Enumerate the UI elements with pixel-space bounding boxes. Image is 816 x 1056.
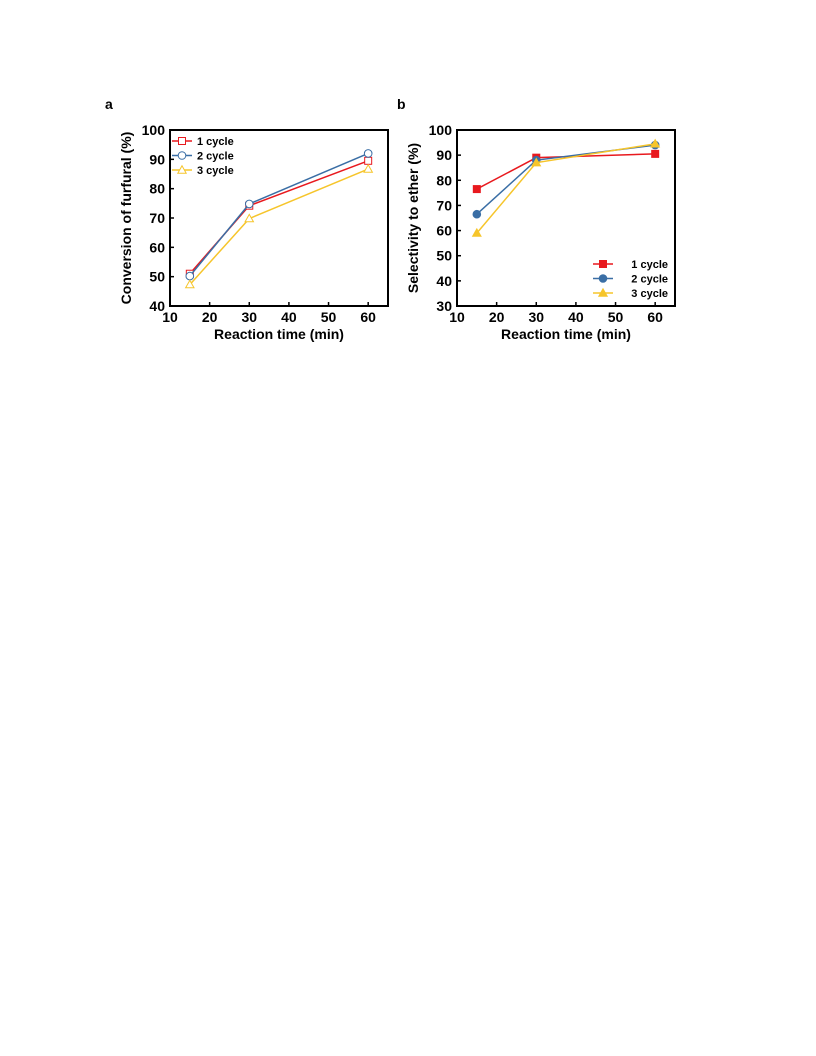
- panel-b-legend-label: 2 cycle: [631, 274, 668, 286]
- panel-b-y-tick-label: 90: [436, 147, 452, 163]
- panel-b-x-tick-label: 40: [568, 309, 584, 325]
- panel-a-data-point: [244, 199, 254, 209]
- panel-b-legend-label: 1 cycle: [631, 259, 668, 271]
- panel-b-y-tick-label: 70: [436, 197, 452, 213]
- panel-b-data-point: [471, 227, 482, 237]
- panel-b-x-tick-label: 10: [449, 309, 465, 325]
- panel-b-legend-label: 3 cycle: [631, 288, 668, 300]
- panel-b-data-point: [531, 157, 542, 167]
- panel-a-legend-label: 2 cycle: [197, 151, 234, 163]
- panel-a-data-point: [363, 149, 373, 158]
- panel-a-y-tick-label: 100: [142, 122, 166, 138]
- panel-a-legend-label: 3 cycle: [197, 165, 234, 177]
- panel-a-data-point: [184, 279, 195, 289]
- panel-b-data-point: [650, 138, 661, 148]
- panel-a-y-tick-label: 60: [149, 239, 165, 255]
- panel-b-y-axis-title: Selectivity to ether (%): [405, 143, 421, 293]
- panel-b-data-point: [651, 149, 660, 158]
- panel-a-data-point: [185, 271, 195, 281]
- panel-b-plot-frame: [456, 129, 676, 307]
- panel-b-y-tick-label: 100: [429, 122, 453, 138]
- panel-b-series-line-1: [476, 153, 656, 190]
- panel-a-series-line-3: [189, 168, 369, 286]
- panel-b-y-tick-label: 50: [436, 248, 452, 264]
- panel-a-x-tick-label: 10: [162, 309, 178, 325]
- panel-a-data-point: [244, 213, 255, 223]
- panel-a-legend-marker: [177, 151, 187, 160]
- panel-a-label: a: [105, 96, 113, 112]
- panel-a-legend-marker: [178, 137, 186, 145]
- panel-b-x-axis-title: Reaction time (min): [501, 326, 631, 342]
- panel-a-x-tick-label: 50: [321, 309, 337, 325]
- panel-b-y-tick-label: 30: [436, 298, 452, 314]
- panel-a-data-point: [363, 163, 374, 173]
- panel-a-x-tick-label: 40: [281, 309, 297, 325]
- panel-a-y-axis-title: Conversion of furfural (%): [118, 132, 134, 305]
- panel-a-y-tick-label: 70: [149, 210, 165, 226]
- panel-a-data-point: [364, 156, 373, 165]
- panel-a-y-tick-label: 50: [149, 269, 165, 285]
- panel-a-y-tick-label: 40: [149, 298, 165, 314]
- panel-b-series-line-3: [476, 143, 656, 234]
- panel-a-y-tick-label: 90: [149, 151, 165, 167]
- panel-b-y-tick-label: 80: [436, 172, 452, 188]
- panel-b-x-tick-label: 20: [489, 309, 505, 325]
- panel-b-x-tick-label: 60: [647, 309, 663, 325]
- panel-b-legend-marker: [599, 260, 607, 268]
- chart-panel-b: b 10 20 30 40 50 60 30 40 50 60 70 80 90 100 Reaction t…: [397, 96, 676, 342]
- panel-b-x-tick-label: 30: [528, 309, 544, 325]
- panel-a-series-line-1: [189, 160, 369, 275]
- panel-b-y-tick-label: 60: [436, 223, 452, 239]
- panel-b-x-tick-label: 50: [608, 309, 624, 325]
- panel-a-x-tick-label: 60: [360, 309, 376, 325]
- panel-a-x-tick-label: 20: [202, 309, 218, 325]
- panel-b-legend-marker: [597, 287, 609, 297]
- panel-a-y-tick-label: 80: [149, 181, 165, 197]
- panel-a-legend-label: 1 cycle: [197, 136, 234, 148]
- panel-a-x-tick-label: 30: [241, 309, 257, 325]
- panel-b-data-point: [472, 185, 481, 194]
- panel-a-x-axis-title: Reaction time (min): [214, 326, 344, 342]
- panel-a-legend-marker: [176, 164, 188, 174]
- chart-panel-a: a 10 20 30 40 50 60 40 50 60 70 80 90 100 Reaction tim…: [105, 96, 389, 342]
- panel-b-legend-marker: [598, 274, 608, 283]
- panel-b-y-tick-label: 40: [436, 273, 452, 289]
- panel-b-label: b: [397, 96, 406, 112]
- panel-b-data-point: [472, 209, 482, 219]
